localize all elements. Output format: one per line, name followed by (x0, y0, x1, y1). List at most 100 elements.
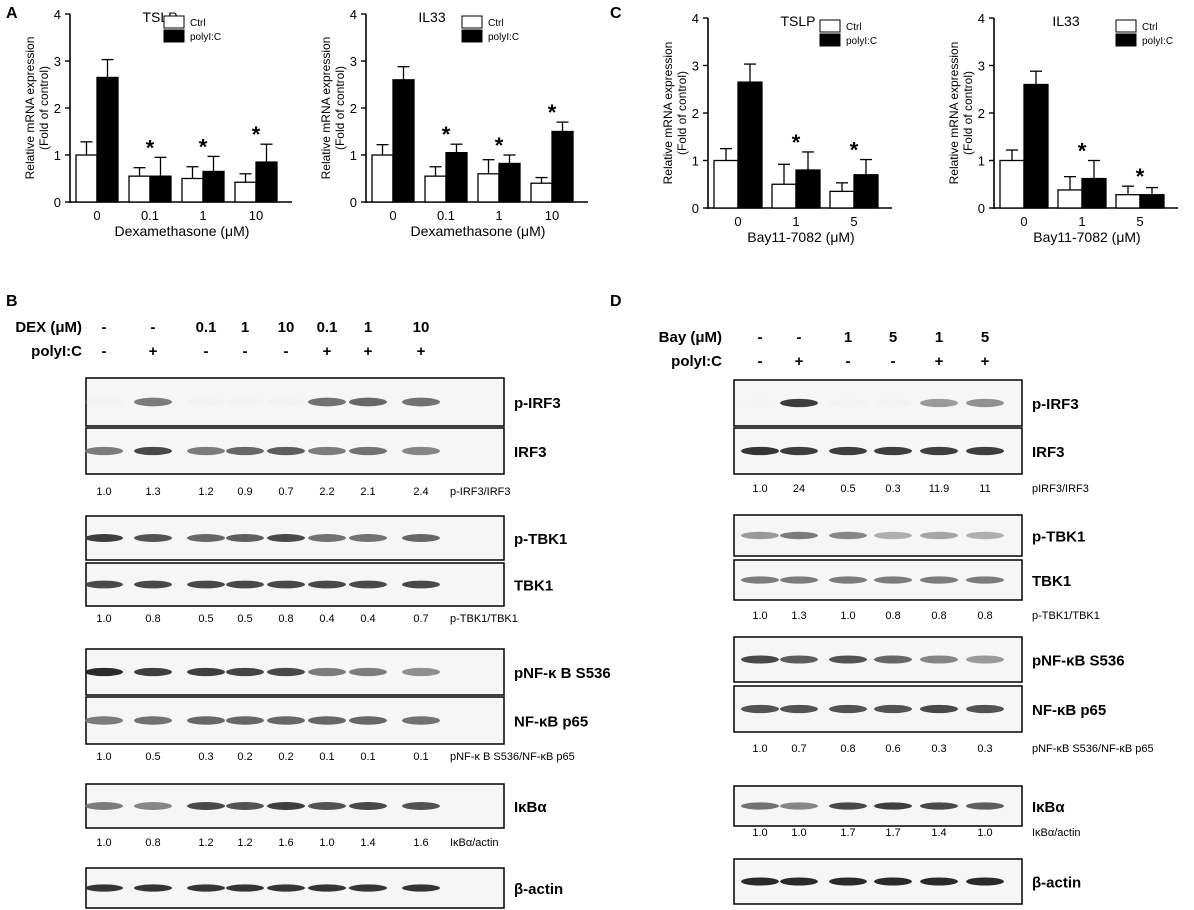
protein-band (780, 398, 818, 408)
blot-row-label: pNF-κB S536 (1032, 653, 1125, 670)
y-tick-label: 1 (692, 154, 699, 169)
protein-band (780, 576, 818, 584)
protein-band (780, 531, 818, 540)
protein-band (349, 446, 387, 456)
bar-polyic (445, 151, 468, 203)
condition-value: - (102, 343, 107, 360)
quant-value: 11.9 (929, 483, 950, 495)
condition-value: - (797, 329, 802, 346)
quant-value: 1.7 (840, 827, 855, 839)
significance-star: * (495, 133, 504, 158)
protein-band (134, 446, 172, 456)
quant-value: 0.9 (237, 486, 252, 498)
blot-row-label: IRF3 (1032, 444, 1065, 461)
x-tick-label: 1 (1078, 214, 1085, 229)
condition-value: + (795, 353, 804, 370)
condition-value: - (243, 343, 248, 360)
protein-band (402, 534, 440, 542)
y-tick-label: 0 (978, 201, 985, 216)
protein-band (741, 398, 779, 408)
quant-value: 2.1 (360, 486, 375, 498)
significance-star: * (1078, 139, 1087, 164)
significance-star: * (146, 135, 155, 160)
significance-star: * (1136, 164, 1145, 189)
condition-value: 5 (981, 329, 989, 346)
bar-ctrl (999, 159, 1025, 209)
condition-value: - (284, 343, 289, 360)
quant-value: 24 (793, 483, 805, 495)
protein-band (226, 884, 264, 892)
protein-band (780, 802, 818, 810)
protein-band (829, 655, 867, 664)
protein-band (780, 655, 818, 664)
blot-row-label: β-actin (514, 881, 563, 898)
legend-swatch-ctrl (1115, 19, 1137, 33)
quant-value: 0.1 (413, 751, 428, 763)
bar-polyic (737, 81, 763, 209)
protein-band (874, 398, 912, 408)
protein-band (226, 716, 264, 725)
protein-band (966, 398, 1004, 408)
protein-band (267, 397, 305, 407)
y-axis-label-unit: (Fold of control) (961, 71, 975, 155)
protein-band (829, 704, 867, 714)
significance-star: * (548, 100, 557, 125)
protein-band (308, 534, 346, 542)
quant-value: 1.0 (96, 613, 111, 625)
condition-value: + (149, 343, 158, 360)
protein-band (85, 716, 123, 725)
condition-value: + (417, 343, 426, 360)
protein-band (308, 667, 346, 677)
protein-band (134, 667, 172, 677)
protein-band (966, 877, 1004, 886)
y-tick-label: 1 (978, 154, 985, 169)
protein-band (741, 877, 779, 886)
x-tick-label: 10 (545, 208, 559, 223)
x-tick-label: 0.1 (437, 208, 455, 223)
protein-band (741, 704, 779, 714)
y-tick-label: 1 (350, 148, 357, 163)
quant-value: 1.0 (752, 743, 767, 755)
y-tick-label: 3 (350, 54, 357, 69)
quant-value: 0.8 (145, 837, 160, 849)
y-tick-label: 3 (692, 59, 699, 74)
blot-row-label: IκBα (514, 799, 547, 816)
bar-ctrl (713, 159, 739, 209)
bar-polyic (392, 79, 415, 203)
bar-ctrl (234, 181, 257, 203)
x-tick-label: 5 (850, 214, 857, 229)
protein-band (780, 877, 818, 886)
panel-letter-c: C (610, 5, 622, 22)
bar-ctrl (530, 182, 553, 203)
quant-value: 1.0 (977, 827, 992, 839)
protein-band (874, 531, 912, 540)
quant-value: 0.8 (145, 613, 160, 625)
y-tick-label: 2 (54, 101, 61, 116)
quant-value: 0.5 (145, 751, 160, 763)
x-tick-label: 1 (792, 214, 799, 229)
quant-value: 1.0 (791, 827, 806, 839)
x-tick-label: 0 (1020, 214, 1027, 229)
y-tick-label: 1 (54, 148, 61, 163)
quant-value: 1.0 (96, 837, 111, 849)
legend-label-ctrl: Ctrl (846, 22, 862, 33)
condition-value: + (323, 343, 332, 360)
protein-band (267, 446, 305, 456)
blot-row-label: NF-κB p65 (1032, 702, 1106, 719)
quant-value: 0.6 (885, 743, 900, 755)
bar-polyic (202, 170, 225, 203)
protein-band (226, 802, 264, 810)
protein-band (349, 884, 387, 892)
quant-value: 0.1 (319, 751, 334, 763)
bar-ctrl (128, 175, 151, 203)
quant-ratio-label: pIRF3/IRF3 (1032, 483, 1089, 495)
bar-ctrl (1057, 189, 1083, 209)
legend-label-polyic: polyI:C (1142, 36, 1173, 47)
legend-label-polyic: polyI:C (488, 32, 519, 43)
significance-star: * (252, 122, 261, 147)
bar-ctrl (181, 177, 204, 203)
condition-value: 5 (889, 329, 897, 346)
y-axis-label-unit: (Fold of control) (675, 71, 689, 155)
chart-4: 0 1 2 3 4 Relative mRNA expression (Fold of co… (947, 11, 1178, 245)
protein-band (966, 655, 1004, 664)
